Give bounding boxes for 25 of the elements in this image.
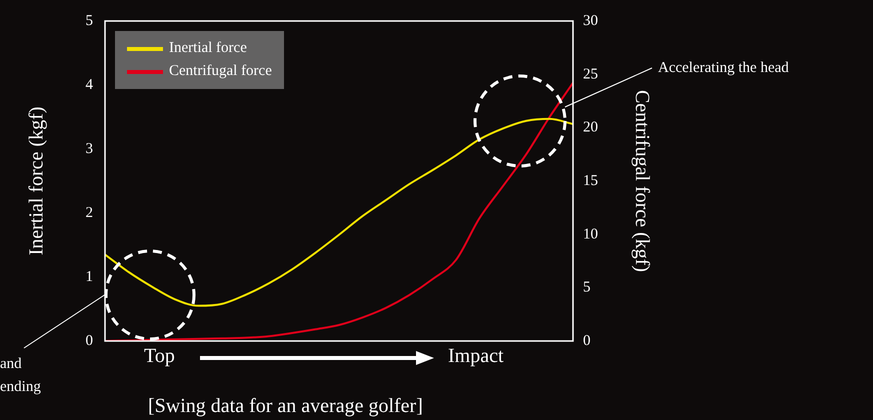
y2-tick-label: 15 (583, 172, 598, 189)
text: ending (0, 378, 41, 397)
y2-tick-label: 0 (583, 332, 590, 349)
y2-axis-title: Centrifugal force (kgf) (630, 90, 653, 272)
legend-label: Inertial force (169, 40, 247, 57)
y-tick-label: 4 (86, 76, 94, 93)
text: Accelerating the head (658, 59, 789, 78)
legend-label: Centrifugal force (169, 63, 272, 80)
y-tick-label: 3 (86, 140, 93, 157)
line-series (104, 82, 574, 341)
y-axis-title: Inertial force (kgf) (25, 106, 48, 256)
y-tick-label: 0 (86, 332, 93, 349)
text: and (0, 355, 22, 374)
y2-tick-label: 20 (583, 120, 598, 136)
text: [Swing data for an average golfer] (148, 394, 423, 418)
text: Top (144, 345, 175, 367)
line-series (104, 118, 574, 307)
y2-tick-label: 5 (583, 280, 590, 296)
y2-tick-label: 30 (583, 12, 598, 29)
y-tick-label: 2 (86, 204, 93, 221)
y-tick-label: 1 (86, 268, 93, 285)
y2-tick-label: 10 (583, 226, 598, 242)
y2-tick-label: 25 (583, 66, 598, 82)
text: Impact (448, 345, 504, 367)
y-tick-label: 5 (86, 12, 93, 29)
